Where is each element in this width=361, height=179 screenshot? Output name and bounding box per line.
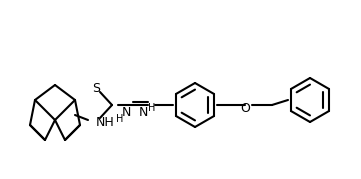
- Text: H: H: [116, 114, 124, 124]
- Text: H: H: [148, 103, 156, 113]
- Text: N: N: [121, 105, 131, 118]
- Text: NH: NH: [96, 115, 115, 129]
- Text: S: S: [92, 81, 100, 95]
- Text: O: O: [240, 101, 250, 115]
- Text: N: N: [138, 105, 148, 118]
